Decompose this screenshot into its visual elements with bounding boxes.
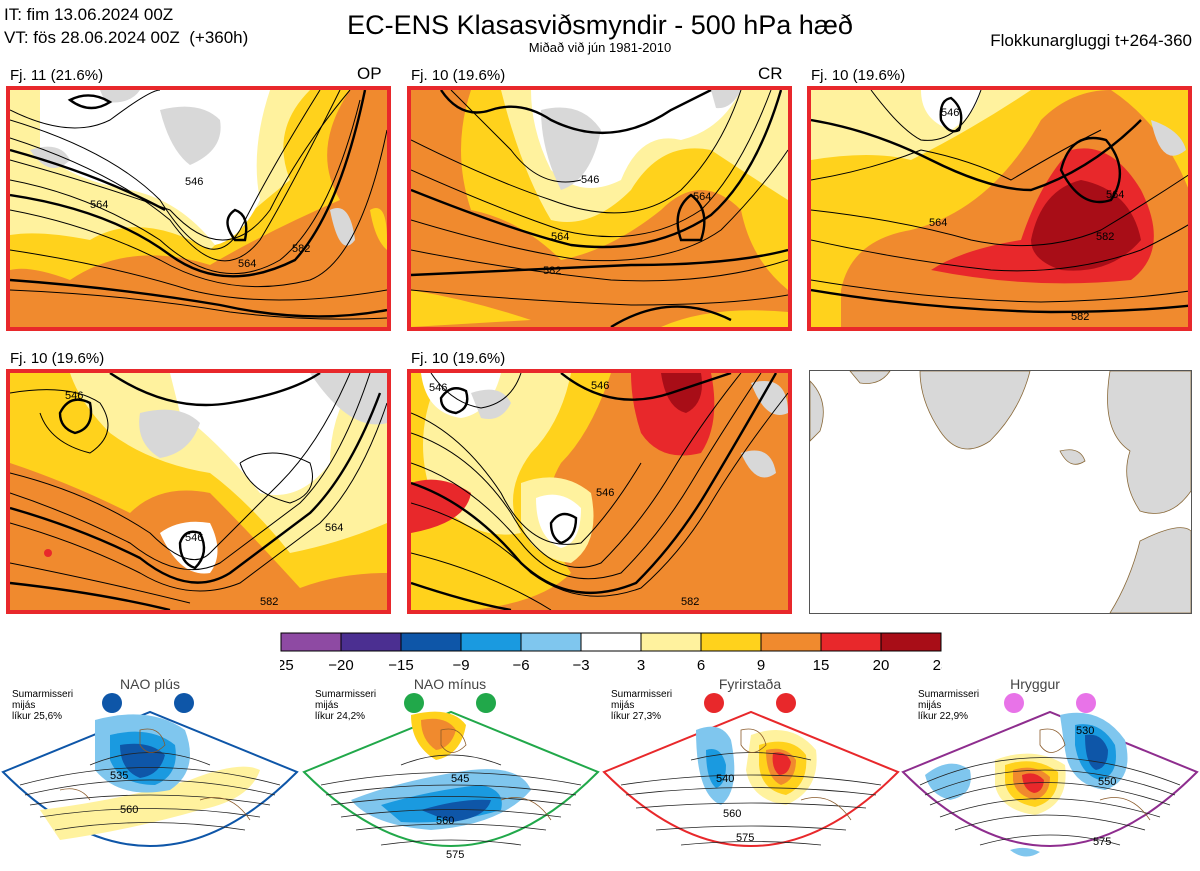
regime-dot — [174, 693, 194, 713]
regime-label: 530 — [1076, 725, 1094, 737]
regime-label: 575 — [1093, 836, 1111, 848]
panel-2-label: Fj. 10 (19.6%) — [411, 67, 506, 84]
regime-label: 560 — [436, 815, 454, 827]
contour-label: 564 — [90, 199, 108, 211]
regime-label: 560 — [120, 804, 138, 816]
contour-label: 564 — [238, 258, 256, 270]
regime-label: 545 — [451, 773, 469, 785]
regime-info-blocking: Sumarmisseri mijás líkur 27,3% — [611, 689, 673, 722]
colorbar-segment — [700, 632, 762, 652]
regime-info-nao-plus: Sumarmisseri mijás líkur 25,6% — [12, 689, 74, 722]
regime-title-nao-minus: NAO mínus — [413, 676, 487, 692]
colorbar-segment — [280, 632, 342, 652]
regime-label: 575 — [736, 832, 754, 844]
regime-dot — [1076, 693, 1096, 713]
regime-nao-minus: 545 560 575 — [301, 690, 601, 870]
colorbar-segment — [580, 632, 642, 652]
map-panel-2: 546 564 564 582 — [407, 86, 792, 331]
header-info: IT: fim 13.06.2024 00Z VT: fös 28.06.202… — [4, 3, 248, 49]
panel-1-label: Fj. 11 (21.6%) — [10, 67, 104, 84]
regime-title-nao-plus: NAO plús — [120, 676, 180, 692]
colorbar-tick-label: 9 — [757, 657, 765, 674]
map-panel-5: 546 546 546 582 — [407, 369, 792, 614]
colorbar: −25 −20 −15 −9 −6 −3 3 6 9 15 20 25 — [280, 632, 942, 674]
panel-3-label: Fj. 10 (19.6%) — [811, 67, 906, 84]
regime-dot — [776, 693, 796, 713]
regime-dot — [1004, 693, 1024, 713]
contour-label: 546 — [65, 390, 83, 402]
contour-label: 582 — [260, 596, 278, 608]
colorbar-segment — [760, 632, 822, 652]
contour-label: 546 — [185, 176, 203, 188]
regime-label: 575 — [446, 849, 464, 861]
regime-dot — [102, 693, 122, 713]
colorbar-segment — [880, 632, 942, 652]
panel-4-label: Fj. 10 (19.6%) — [10, 350, 105, 367]
colorbar-tick-label: −15 — [388, 657, 413, 674]
contour-label: 546 — [941, 107, 959, 119]
regime-blocking: 540 560 575 — [601, 690, 901, 870]
colorbar-tick-label: −3 — [572, 657, 589, 674]
map-panel-4: 546 546 564 582 — [6, 369, 391, 614]
valid-time: VT: fös 28.06.2024 00Z (+360h) — [4, 28, 249, 47]
colorbar-segment — [340, 632, 402, 652]
regime-label: 540 — [716, 773, 734, 785]
contour-label: 582 — [1071, 311, 1089, 323]
panel-5-label: Fj. 10 (19.6%) — [411, 350, 506, 367]
contour-label: 546 — [591, 380, 609, 392]
colorbar-segment — [640, 632, 702, 652]
regime-nao-plus: 535 560 — [0, 690, 300, 870]
map-panel-3: 546 564 564 582 582 — [807, 86, 1192, 331]
regime-title-blocking: Fyrirstaða — [718, 676, 782, 692]
panel-1-tag: OP — [357, 64, 382, 83]
contour-label: 564 — [929, 217, 947, 229]
contour-label: 546 — [596, 487, 614, 499]
regime-label: 550 — [1098, 776, 1116, 788]
colorbar-tick-label: 25 — [933, 657, 942, 674]
contour-label: 564 — [693, 191, 711, 203]
regime-dot — [476, 693, 496, 713]
colorbar-segment — [820, 632, 882, 652]
regime-title-ridge: Hryggur — [1010, 676, 1060, 692]
regime-dot — [704, 693, 724, 713]
contour-label: 546 — [581, 174, 599, 186]
regime-label: 535 — [110, 770, 128, 782]
contour-label: 546 — [185, 532, 203, 544]
map-panel-1: 546 564 564 582 — [6, 86, 391, 331]
contour-label: 582 — [681, 596, 699, 608]
regime-info-ridge: Sumarmisseri mijás líkur 22,9% — [918, 689, 980, 722]
colorbar-tick-label: −6 — [512, 657, 529, 674]
colorbar-segment — [460, 632, 522, 652]
regime-label: 560 — [723, 808, 741, 820]
regime-dot — [404, 693, 424, 713]
initial-time: IT: fim 13.06.2024 00Z — [4, 5, 174, 24]
colorbar-tick-label: 3 — [637, 657, 645, 674]
colorbar-tick-label: 6 — [697, 657, 705, 674]
regime-info-nao-minus: Sumarmisseri mijás líkur 24,2% — [315, 689, 377, 722]
page-title: EC-ENS Klasasviðsmyndir - 500 hPa hæð — [347, 10, 853, 40]
contour-label: 564 — [325, 522, 343, 534]
classification-window: Flokkunargluggi t+264-360 — [990, 31, 1192, 50]
contour-label: 582 — [543, 265, 561, 277]
panel-2-tag: CR — [758, 64, 783, 83]
colorbar-tick-label: 15 — [813, 657, 830, 674]
colorbar-tick-label: 20 — [873, 657, 890, 674]
contour-label: 564 — [551, 231, 569, 243]
page-subtitle: Miðað við jún 1981-2010 — [528, 40, 672, 55]
colorbar-tick-label: −20 — [328, 657, 353, 674]
contour-label: 582 — [292, 243, 310, 255]
colorbar-tick-label: −25 — [280, 657, 294, 674]
colorbar-segment — [520, 632, 582, 652]
colorbar-segment — [400, 632, 462, 652]
contour-label: 582 — [1096, 231, 1114, 243]
contour-label: 564 — [1106, 189, 1124, 201]
regime-ridge: 530 550 575 — [900, 690, 1200, 870]
contour-label: 546 — [429, 382, 447, 394]
map-panel-basemap — [809, 370, 1192, 614]
colorbar-tick-label: −9 — [452, 657, 469, 674]
